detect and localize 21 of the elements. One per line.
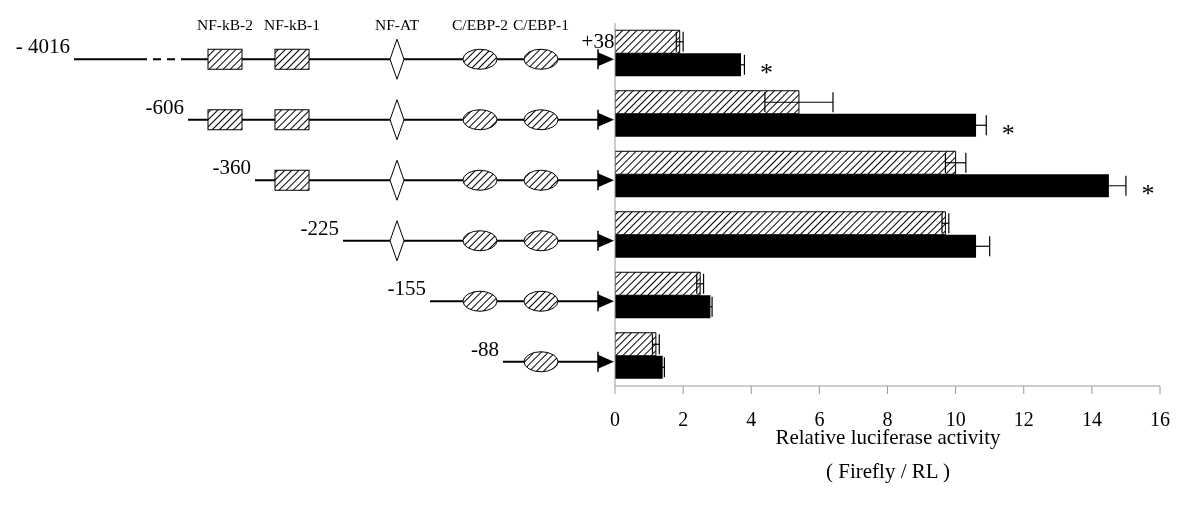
x-tick-label: 0 bbox=[610, 408, 620, 431]
text: -88 bbox=[471, 336, 499, 361]
x-tick-label: 14 bbox=[1081, 408, 1102, 431]
text: -225 bbox=[300, 215, 339, 240]
text: NF-kB-2 bbox=[197, 16, 253, 33]
x-tick-label: 12 bbox=[1013, 408, 1034, 431]
text: -155 bbox=[387, 276, 426, 301]
x-tick-label: 4 bbox=[746, 408, 757, 431]
annotation: * bbox=[1141, 179, 1155, 209]
annotation: * bbox=[759, 58, 773, 88]
text: NF-kB-1 bbox=[264, 16, 320, 33]
text: -360 bbox=[212, 155, 251, 180]
x-tick-label: 16 bbox=[1150, 408, 1170, 431]
text: -606 bbox=[145, 94, 184, 119]
text: C/EBP-1 bbox=[513, 16, 569, 33]
text: +38 bbox=[581, 29, 615, 53]
text: - 4016 bbox=[15, 34, 70, 59]
x-tick-label: 2 bbox=[678, 408, 689, 431]
annotation: * bbox=[1001, 118, 1015, 148]
text: C/EBP-2 bbox=[452, 16, 508, 33]
text: NF-AT bbox=[375, 16, 420, 33]
